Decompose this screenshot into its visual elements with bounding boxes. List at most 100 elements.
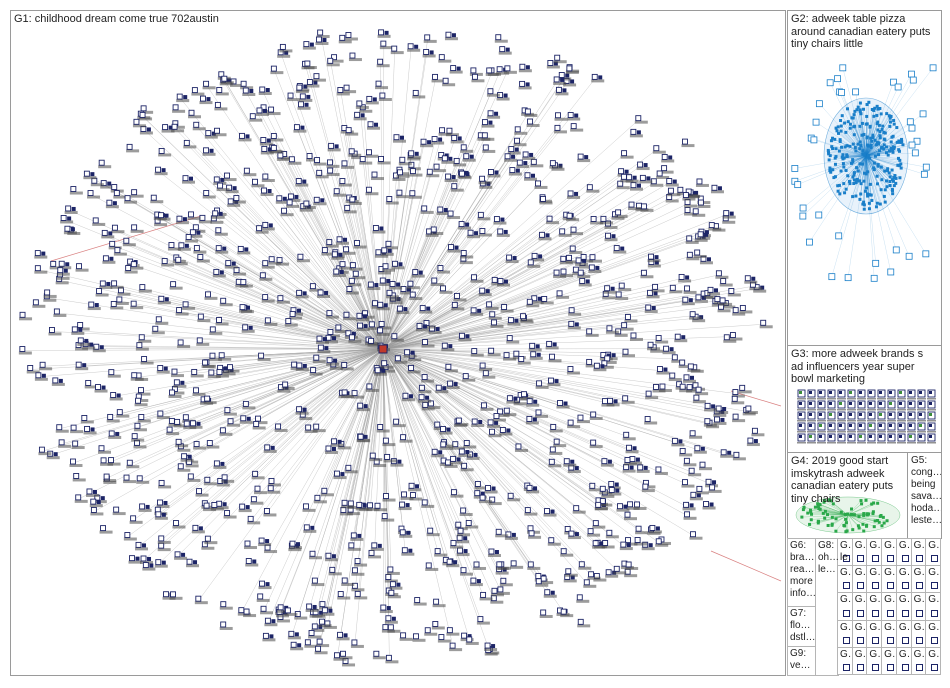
graph-node: [871, 135, 875, 139]
graph-node: [401, 392, 415, 402]
graph-node: [84, 379, 98, 389]
small-group-label: G…: [840, 567, 852, 579]
graph-node: [566, 366, 580, 375]
graph-node: [534, 409, 548, 418]
group-g4-network: [795, 496, 901, 534]
graph-node: [720, 449, 734, 458]
graph-node: [897, 148, 901, 152]
graph-node: [655, 335, 669, 344]
small-group-16: G…: [851, 592, 868, 621]
graph-node: [183, 139, 197, 149]
graph-node: [922, 163, 930, 171]
graph-node: [19, 311, 33, 321]
graph-node: [554, 112, 568, 121]
graph-node: [577, 618, 591, 628]
graph-node: [330, 438, 344, 447]
graph-node: [823, 498, 827, 502]
graph-node: [124, 195, 138, 204]
graph-node: [117, 287, 131, 296]
graph-node: [485, 301, 499, 310]
graph-node: [567, 320, 581, 330]
graph-node: [487, 110, 501, 119]
graph-node: [459, 567, 473, 576]
graph-node: [411, 269, 425, 278]
graph-node: [215, 245, 229, 254]
graph-node: [197, 313, 211, 323]
graph-node: [922, 250, 930, 258]
graph-node: [135, 541, 149, 551]
graph-node: [177, 242, 191, 251]
graph-node: [816, 502, 820, 506]
graph-node: [847, 179, 851, 183]
graph-node: [867, 512, 871, 516]
graph-node: [689, 311, 703, 320]
graph-node: [858, 124, 862, 128]
graph-node: [267, 477, 281, 487]
small-group-label: G…: [840, 648, 852, 660]
graph-node: [831, 502, 835, 506]
graph-node: [692, 394, 706, 404]
graph-node: [386, 566, 400, 575]
graph-node: [264, 317, 278, 326]
graph-node: [722, 210, 736, 219]
graph-node: [446, 627, 460, 636]
graph-node: [704, 402, 718, 412]
graph-node: [629, 332, 643, 341]
graph-node: [317, 289, 331, 298]
graph-node: [99, 280, 113, 289]
graph-node: [459, 507, 473, 516]
graph-node: [834, 517, 838, 521]
graph-node: [72, 473, 86, 482]
graph-node: [312, 73, 326, 82]
graph-node: [838, 89, 845, 96]
graph-node: [929, 64, 937, 72]
graph-node: [210, 502, 224, 511]
graph-node: [816, 505, 820, 509]
graph-node: [568, 307, 582, 316]
graph-node: [76, 322, 90, 331]
graph-node: [873, 519, 877, 523]
graph-node: [845, 529, 849, 533]
graph-node: [356, 322, 370, 332]
graph-node: [624, 511, 638, 521]
graph-node: [487, 419, 501, 428]
graph-node: [797, 433, 806, 444]
group-g8-title: G8: oh… le…: [818, 540, 839, 575]
graph-node: [426, 527, 440, 537]
graph-node: [232, 195, 246, 204]
graph-node: [817, 400, 826, 411]
graph-node: [862, 512, 866, 516]
graph-node: [827, 150, 831, 154]
graph-node: [449, 455, 463, 465]
graph-node: [138, 503, 152, 512]
graph-node: [408, 190, 422, 199]
graph-node: [130, 261, 144, 270]
graph-node: [351, 567, 365, 576]
group-g5-title: G5: cong… being sava… hoda… leste…: [911, 455, 942, 526]
graph-node: [108, 430, 122, 439]
graph-node: [886, 636, 894, 644]
graph-node: [374, 367, 388, 376]
graph-node: [837, 149, 841, 153]
graph-node: [884, 179, 888, 183]
graph-node: [304, 424, 318, 434]
graph-node: [605, 529, 619, 539]
graph-node: [109, 392, 123, 401]
graph-node: [420, 205, 434, 214]
graph-node: [408, 482, 422, 492]
graph-node: [867, 193, 871, 197]
small-group-label: G…: [913, 567, 926, 579]
graph-node: [304, 639, 318, 648]
graph-node: [882, 130, 886, 134]
graph-node: [370, 171, 384, 181]
graph-node: [707, 286, 721, 296]
graph-node: [874, 143, 878, 147]
graph-node: [106, 413, 120, 423]
graph-node: [107, 369, 121, 378]
graph-node: [901, 609, 909, 617]
graph-node: [836, 131, 840, 135]
graph-node: [837, 433, 846, 444]
graph-node: [157, 295, 171, 305]
graph-node: [215, 369, 229, 378]
graph-node: [558, 72, 572, 81]
